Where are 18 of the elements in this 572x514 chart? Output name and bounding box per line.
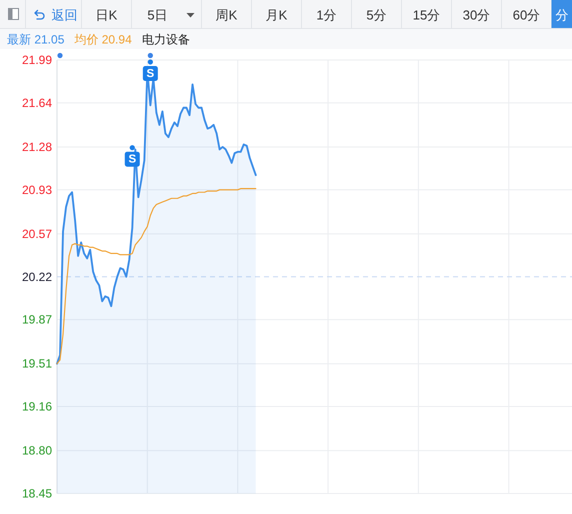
- point: S: [124, 145, 140, 167]
- y-tick-label: 21.28: [22, 140, 52, 154]
- y-tick-label: 19.16: [22, 400, 52, 414]
- y-tick-label: 18.45: [22, 486, 52, 500]
- y-tick-label: 20.57: [22, 226, 52, 241]
- y-tick-label: 19.51: [22, 356, 52, 371]
- y-tick-label: 19.87: [22, 312, 52, 327]
- data-label: S: [146, 68, 155, 80]
- data-label: S: [128, 154, 136, 166]
- y-tick-label: 20.22: [22, 270, 52, 284]
- legend: 最新 21.05 均价 20.94: [7, 32, 132, 46]
- chart-subtitle: 电力设备: [142, 32, 190, 46]
- y-tick-label: 20.93: [22, 182, 52, 197]
- point: S: [142, 59, 158, 81]
- y-tick-label: 21.99: [22, 53, 52, 67]
- toolbar: 返回 日K 5日 周K 月K 1分 5分 15分 30分 60分 分: [0, 0, 572, 29]
- y-tick-label: 21.64: [22, 96, 52, 110]
- y-tick-label: 18.80: [22, 444, 52, 458]
